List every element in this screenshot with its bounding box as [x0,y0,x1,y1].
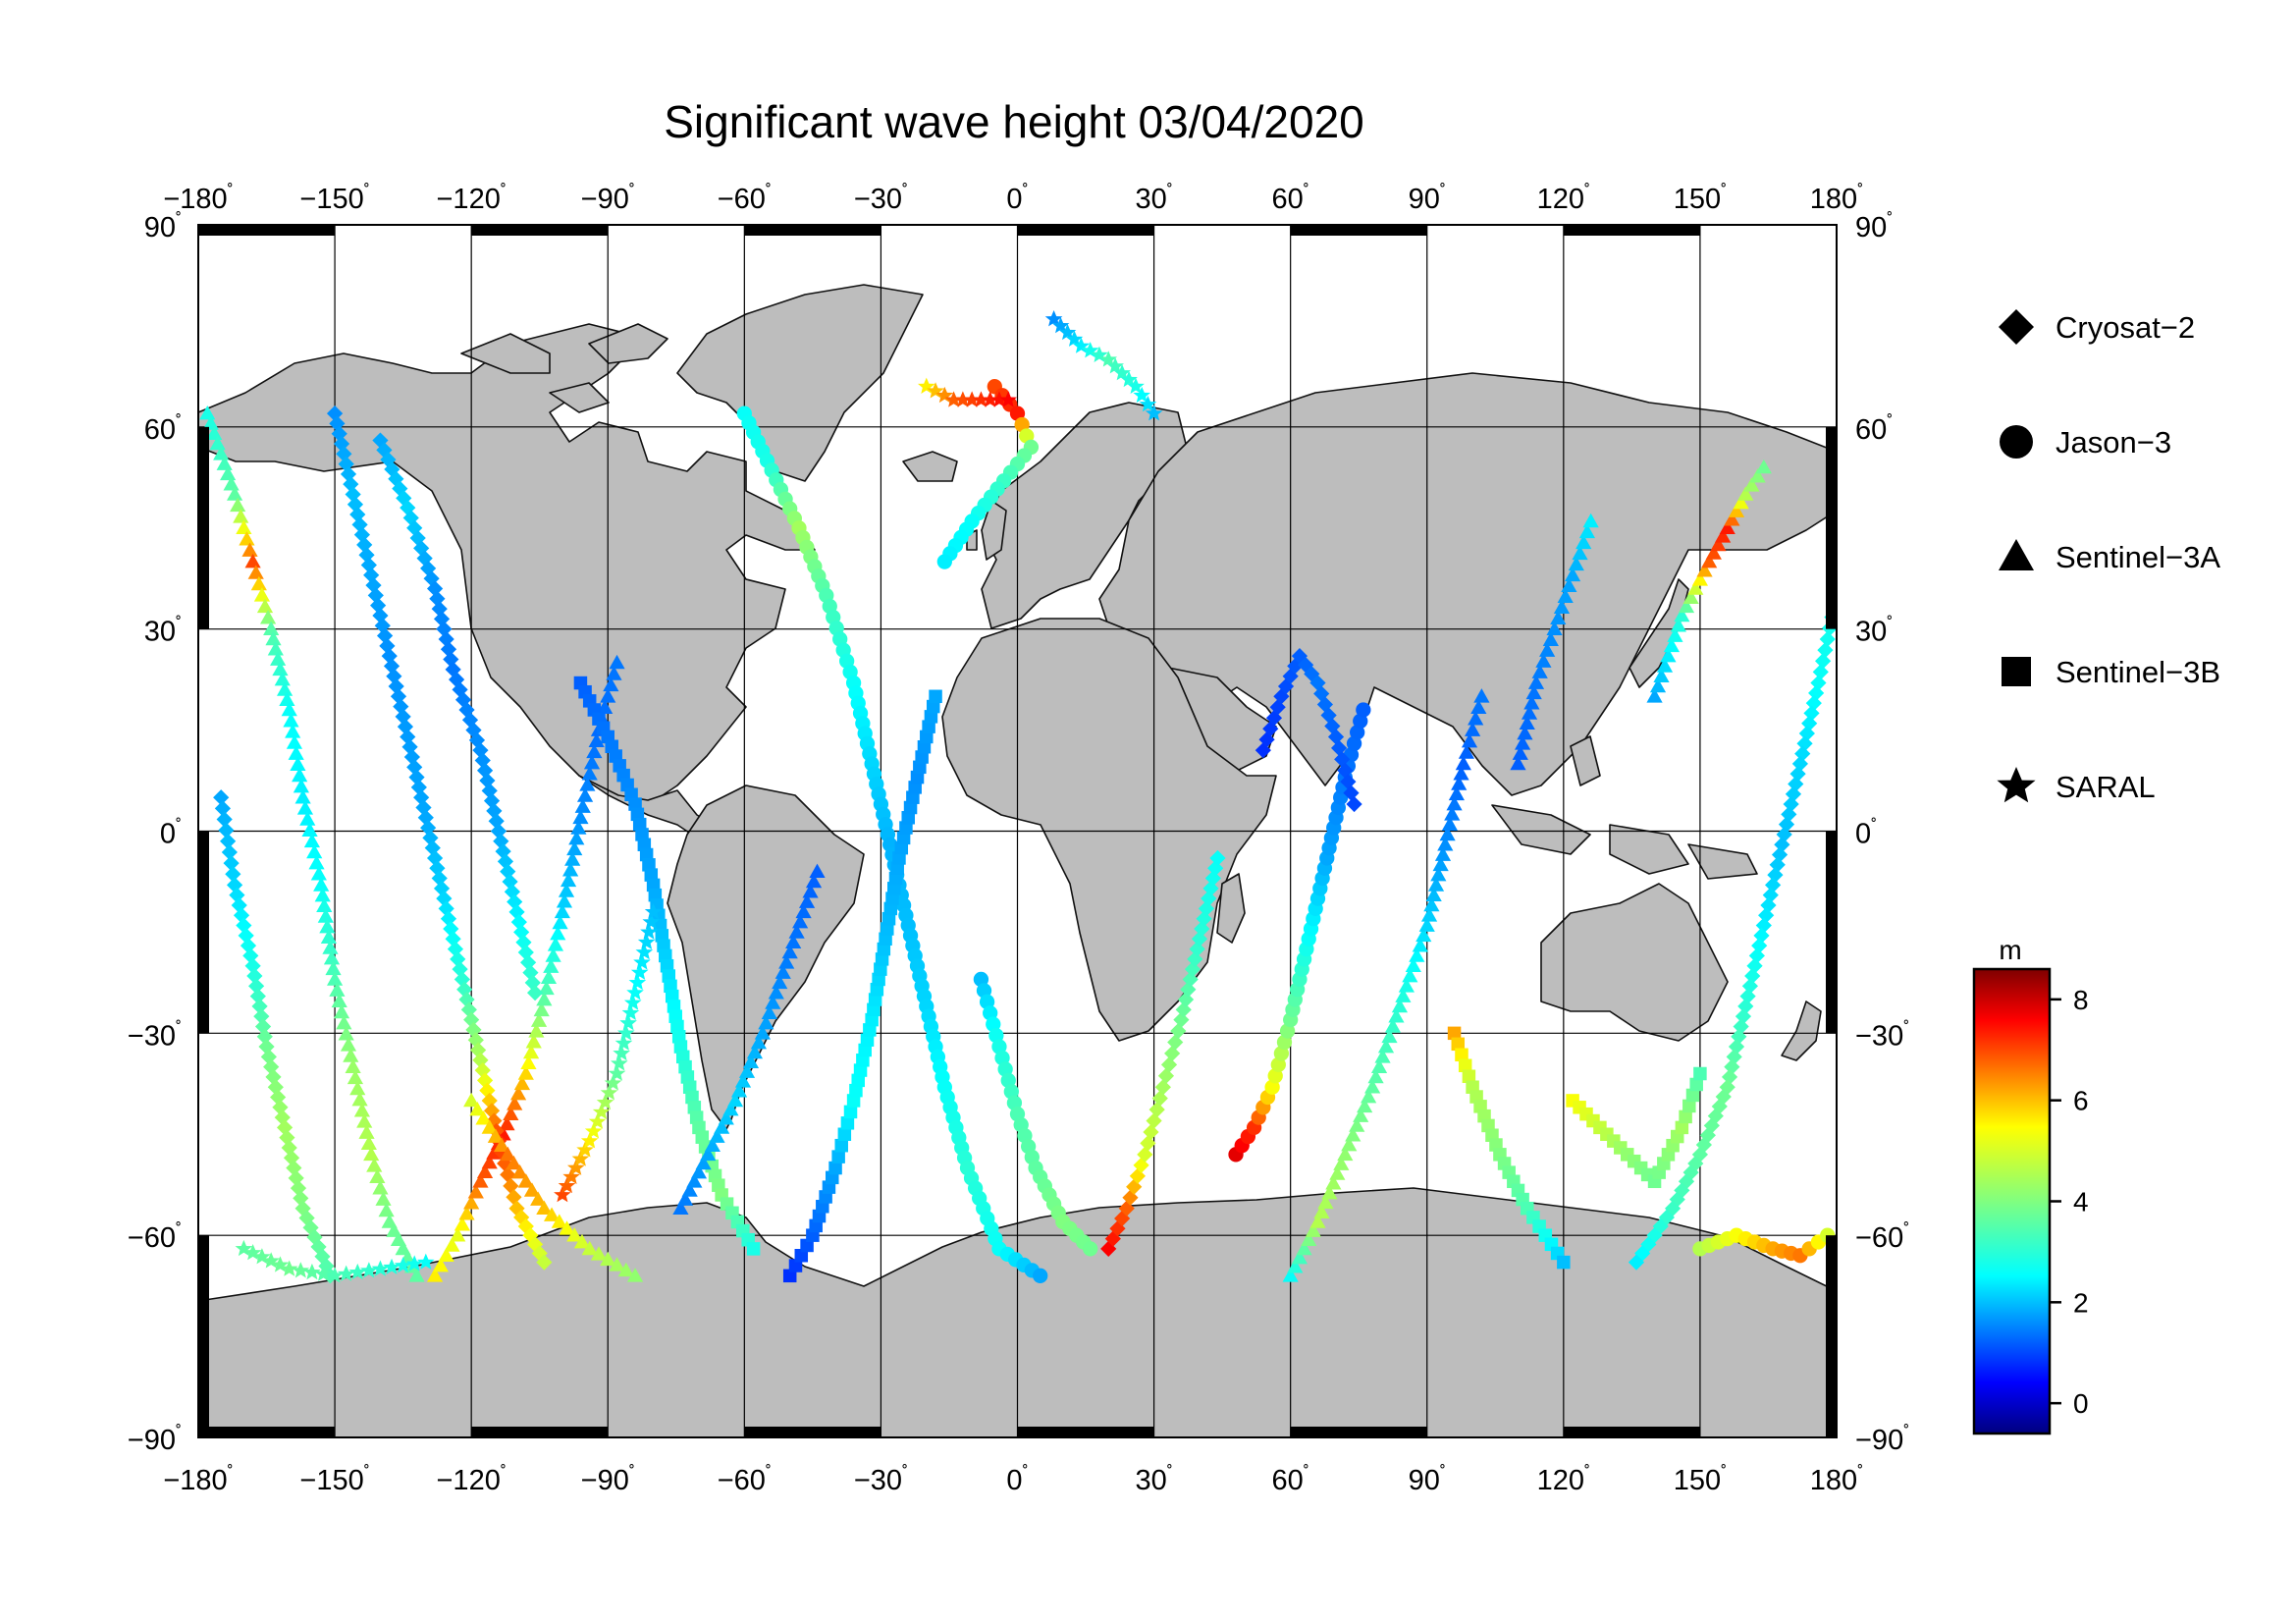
legend-entry-label: Sentinel−3B [2056,655,2220,689]
colorbar-tick-label: 0 [2073,1388,2089,1419]
x-tick-label-top: −90˚ [581,182,635,215]
colorbar-tick-label: 2 [2073,1287,2089,1318]
legend-entry-label: Jason−3 [2056,425,2171,460]
y-tick-label-right: 90˚ [1855,210,1893,243]
x-tick-label-bottom: 180˚ [1810,1463,1863,1496]
y-tick-label-right: −90˚ [1855,1423,1909,1456]
land-africa [941,618,1277,1042]
x-tick-label-bottom: 30˚ [1135,1463,1172,1496]
observation-marker [1693,1066,1707,1081]
observation-marker [1033,1268,1048,1283]
colorbar-tick-label: 6 [2073,1086,2089,1116]
frame-bar-top [1017,225,1154,236]
x-tick-label-bottom: −120˚ [437,1463,507,1496]
x-tick-label-bottom: 60˚ [1272,1463,1309,1496]
y-tick-label-right: −60˚ [1855,1220,1909,1254]
y-tick-label-right: 60˚ [1855,412,1893,446]
frame-bar-bottom [1290,1427,1427,1437]
map-frame-bars [198,225,1837,1437]
legend-entry-label: Sentinel−3A [2056,540,2220,574]
y-tick-label-right: 30˚ [1855,615,1893,648]
x-tick-label-top: −150˚ [299,182,369,215]
colorbar-gradient [1972,967,2052,1435]
legend-diamond-icon [1999,309,2034,345]
land-madagascar [1216,873,1246,944]
observation-marker [746,1242,761,1256]
land-maritime-asia [1491,735,1758,880]
y-tick-label-right: −30˚ [1855,1018,1909,1052]
x-tick-label-bottom: −150˚ [299,1463,369,1496]
colorbar-tick-label: 8 [2073,985,2089,1015]
frame-bar-right [1826,831,1837,1034]
chart-title: Significant wave height 03/04/2020 [664,96,1364,147]
legend-entry-label: SARAL [2056,770,2156,804]
x-tick-label-bottom: 150˚ [1674,1463,1727,1496]
x-tick-label-top: −180˚ [163,182,233,215]
legend-square-icon [2002,657,2031,686]
frame-bar-top [1290,225,1427,236]
frame-bar-top [471,225,609,236]
land-australia [1540,883,1729,1042]
y-tick-label-left: 60˚ [144,412,182,446]
legend-circle-icon [2000,425,2033,459]
y-tick-label-left: −30˚ [128,1018,182,1052]
frame-bar-right [1826,426,1837,629]
x-tick-label-top: 120˚ [1537,182,1590,215]
y-tick-label-left: 90˚ [144,210,182,243]
frame-bar-bottom [1563,1427,1700,1437]
x-tick-label-top: 180˚ [1810,182,1863,215]
x-tick-label-bottom: −30˚ [854,1463,908,1496]
x-tick-label-top: 60˚ [1272,182,1309,215]
x-tick-label-bottom: 120˚ [1537,1463,1590,1496]
frame-bar-left [198,426,209,629]
x-tick-label-top: 150˚ [1674,182,1727,215]
frame-bar-top [1563,225,1700,236]
colorbar-ticks: 0 2 4 6 8 [2050,985,2089,1419]
frame-bar-bottom [198,1427,336,1437]
x-tick-label-bottom: −90˚ [581,1463,635,1496]
y-tick-label-left: −60˚ [128,1220,182,1254]
land-arctic-islands [460,323,668,413]
land-new-zealand [1781,1001,1822,1061]
frame-bar-bottom [744,1427,881,1437]
y-tick-label-left: 30˚ [144,615,182,648]
x-tick-label-top: −120˚ [437,182,507,215]
x-tick-label-top: 30˚ [1135,182,1172,215]
x-tick-label-bottom: 0˚ [1006,1463,1028,1496]
frame-bar-left [198,831,209,1034]
y-tick-label-right: 0˚ [1855,817,1877,850]
frame-bar-right [1826,1235,1837,1437]
frame-bar-bottom [1017,1427,1154,1437]
x-tick-label-bottom: −180˚ [163,1463,233,1496]
observation-marker [936,554,952,569]
observation-marker [929,689,942,704]
frame-bar-top [198,225,336,236]
satellite-legend: Cryosat−2 Jason−3 Sentinel−3A Sentinel−3B SA… [1997,309,2220,804]
observation-marker [1083,1241,1098,1257]
land-japan [1629,578,1689,688]
frame-bar-bottom [471,1427,609,1437]
legend-entry-label: Cryosat−2 [2056,310,2195,345]
colorbar-unit-label: m [1999,935,2021,965]
x-tick-label-top: −30˚ [854,182,908,215]
observation-marker [1557,1255,1571,1270]
y-tick-label-left: 0˚ [160,817,182,850]
colorbar-tick-label: 4 [2073,1187,2089,1217]
axis-tick-labels: −180˚ −180˚ −150˚ −150˚ −120˚ −120˚ −90˚ −90˚ −6… [128,182,1909,1496]
legend-triangle-icon [1999,539,2034,570]
land-iceland [902,451,958,482]
land-europe [981,402,1189,629]
colorbar: m 0 2 4 6 8 [1972,935,2089,1435]
observation-marker [1356,702,1371,718]
x-tick-label-top: 0˚ [1006,182,1028,215]
frame-bar-left [198,1235,209,1437]
x-tick-label-bottom: −60˚ [718,1463,772,1496]
x-tick-label-top: 90˚ [1409,182,1446,215]
x-tick-label-top: −60˚ [718,182,772,215]
legend-star-icon [1997,767,2036,803]
frame-bar-top [744,225,881,236]
y-tick-label-left: −90˚ [128,1423,182,1456]
x-tick-label-bottom: 90˚ [1409,1463,1446,1496]
